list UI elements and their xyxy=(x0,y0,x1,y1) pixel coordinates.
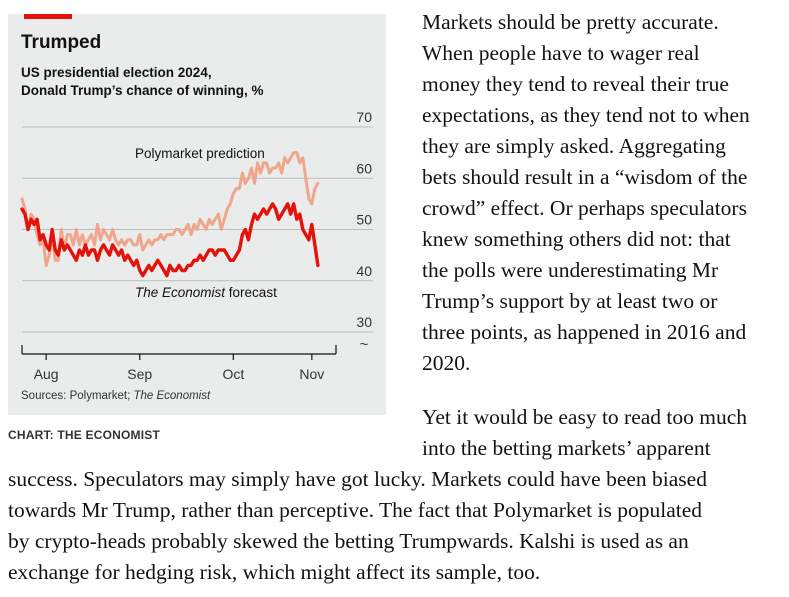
sources-prefix: Sources: Polymarket; xyxy=(21,390,134,402)
line-chart: 70 60 50 40 30 ~ Aug Sep Oct Nov Polymarket pre… xyxy=(20,109,373,382)
paragraph-1-line: When people have to wager real xyxy=(422,41,700,65)
paragraph-1-line: three points, as happened in 2016 and xyxy=(422,320,747,344)
economist-forecast-label-rest: forecast xyxy=(225,285,277,300)
paragraph-1-line: 2020. xyxy=(422,351,471,375)
chart-subtitle: US presidential election 2024, Donald Tr… xyxy=(21,64,264,100)
chart-title: Trumped xyxy=(21,32,102,53)
paragraph-2-line: by crypto-heads probably skewed the bett… xyxy=(8,529,689,553)
paragraph-2-line: success. Speculators may simply have got… xyxy=(8,467,707,491)
chart-subtitle-line-2: Donald Trump’s chance of winning, % xyxy=(21,83,264,98)
paragraph-2-line: into the betting markets’ apparent xyxy=(422,436,711,460)
chart-credit: CHART: THE ECONOMIST xyxy=(8,428,160,442)
economist-red-tag xyxy=(24,14,72,19)
economist-forecast-label: The Economist forecast xyxy=(135,285,277,300)
chart-panel: Trumped US presidential election 2024, D… xyxy=(8,14,386,415)
series-lines xyxy=(20,151,320,278)
paragraph-2-line: Yet it would be easy to read too much xyxy=(422,405,748,429)
paragraph-2-line: exchange for hedging risk, which might a… xyxy=(8,560,541,584)
y-tick-label: 50 xyxy=(356,212,372,228)
economist-forecast-label-italic: The Economist xyxy=(135,285,226,300)
paragraph-2-top: Yet it would be easy to read too much in… xyxy=(422,402,789,464)
sources-italic: The Economist xyxy=(133,390,211,402)
x-axis: Aug Sep Oct Nov xyxy=(21,345,337,382)
chart-sources: Sources: Polymarket; The Economist xyxy=(21,390,210,402)
paragraph-1-line: crowd” effect. Or perhaps speculators xyxy=(422,196,747,220)
y-tick-label: 40 xyxy=(356,263,372,279)
gridlines xyxy=(22,126,373,333)
x-tick-label: Sep xyxy=(127,366,152,382)
y-tick-labels: 70 60 50 40 30 xyxy=(356,109,372,330)
paragraph-1-line: bets should result in a “wisdom of the xyxy=(422,165,748,189)
paragraph-2-continued: success. Speculators may simply have got… xyxy=(8,464,789,588)
paragraph-1-line: expectations, as they tend not to when xyxy=(422,103,750,127)
paragraph-1-line: knew something others did not: that xyxy=(422,227,731,251)
paragraph-1: Markets should be pretty accurate. When … xyxy=(422,7,789,379)
paragraph-1-line: Markets should be pretty accurate. xyxy=(422,10,719,34)
y-tick-label: 60 xyxy=(356,160,372,176)
paragraph-1-line: the polls were underestimating Mr xyxy=(422,258,719,282)
polymarket-label: Polymarket prediction xyxy=(135,146,265,161)
y-tick-label: 30 xyxy=(356,314,372,330)
x-tick-label: Oct xyxy=(222,366,244,382)
paragraph-1-line: Trump’s support by at least two or xyxy=(422,289,718,313)
chart-subtitle-line-1: US presidential election 2024, xyxy=(21,65,212,80)
x-tick-label: Aug xyxy=(34,366,59,382)
polymarket-line xyxy=(20,151,320,267)
axis-break-symbol: ~ xyxy=(360,336,369,353)
paragraph-1-line: money they tend to reveal their true xyxy=(422,72,729,96)
x-tick-label: Nov xyxy=(299,366,324,382)
y-tick-label: 70 xyxy=(356,109,372,125)
economist-forecast-line xyxy=(20,202,320,278)
paragraph-1-line: they are simply asked. Aggregating xyxy=(422,134,726,158)
paragraph-2-line: towards Mr Trump, rather than perceptive… xyxy=(8,498,703,522)
